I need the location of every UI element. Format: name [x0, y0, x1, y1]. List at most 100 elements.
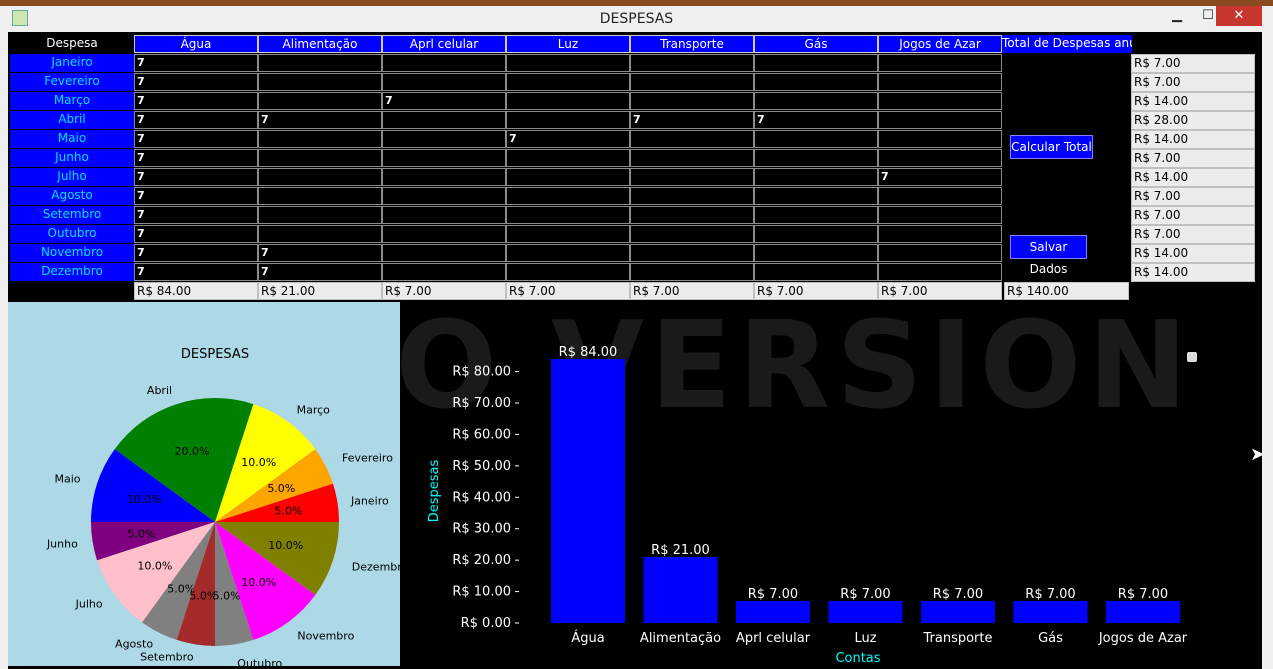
scroll-handle[interactable]: [1187, 352, 1197, 362]
value-cell[interactable]: [630, 92, 754, 110]
value-cell[interactable]: 7: [134, 149, 258, 167]
value-cell[interactable]: 7: [134, 92, 258, 110]
value-cell[interactable]: [258, 225, 382, 243]
value-cell[interactable]: [630, 187, 754, 205]
value-cell[interactable]: [630, 263, 754, 281]
value-cell[interactable]: 7: [506, 130, 630, 148]
value-cell[interactable]: [630, 130, 754, 148]
value-cell[interactable]: [258, 73, 382, 91]
value-cell[interactable]: [506, 263, 630, 281]
value-cell[interactable]: [382, 263, 506, 281]
value-cell[interactable]: [506, 149, 630, 167]
value-cell[interactable]: [382, 73, 506, 91]
column-header: Aprl celular: [382, 35, 506, 53]
value-cell[interactable]: [382, 206, 506, 224]
minimize-button[interactable]: ▁: [1172, 8, 1182, 23]
value-cell[interactable]: [754, 206, 878, 224]
value-cell[interactable]: 7: [630, 111, 754, 129]
value-cell[interactable]: 7: [134, 263, 258, 281]
value-cell[interactable]: [382, 168, 506, 186]
value-cell[interactable]: [630, 225, 754, 243]
value-cell[interactable]: [754, 168, 878, 186]
value-cell[interactable]: 7: [258, 263, 382, 281]
value-cell[interactable]: 7: [134, 225, 258, 243]
value-cell[interactable]: 7: [134, 244, 258, 262]
value-cell[interactable]: [258, 168, 382, 186]
pie-slice-label: Agosto: [115, 638, 153, 651]
value-cell[interactable]: [506, 73, 630, 91]
value-cell[interactable]: [878, 244, 1002, 262]
month-label: Agosto: [10, 187, 134, 205]
value-cell[interactable]: [382, 225, 506, 243]
value-cell[interactable]: [878, 111, 1002, 129]
value-cell[interactable]: [754, 73, 878, 91]
calcular-total-button[interactable]: Calcular Total: [1010, 135, 1093, 159]
value-cell[interactable]: [258, 92, 382, 110]
value-cell[interactable]: 7: [258, 244, 382, 262]
value-cell[interactable]: [382, 149, 506, 167]
value-cell[interactable]: [506, 244, 630, 262]
value-cell[interactable]: [506, 54, 630, 72]
value-cell[interactable]: 7: [878, 168, 1002, 186]
value-cell[interactable]: [878, 130, 1002, 148]
value-cell[interactable]: [754, 225, 878, 243]
value-cell[interactable]: [754, 149, 878, 167]
value-cell[interactable]: [878, 225, 1002, 243]
value-cell[interactable]: [754, 130, 878, 148]
value-cell[interactable]: [754, 263, 878, 281]
value-cell[interactable]: 7: [258, 111, 382, 129]
value-cell[interactable]: [382, 54, 506, 72]
row-total: R$ 28.00: [1131, 111, 1255, 130]
value-cell[interactable]: 7: [134, 54, 258, 72]
value-cell[interactable]: [506, 187, 630, 205]
value-cell[interactable]: [878, 73, 1002, 91]
value-cell[interactable]: [506, 168, 630, 186]
value-cell[interactable]: [754, 187, 878, 205]
value-cell[interactable]: [506, 111, 630, 129]
value-cell[interactable]: [506, 206, 630, 224]
value-cell[interactable]: [258, 130, 382, 148]
y-tick-label: R$ 70.00: [452, 396, 511, 411]
y-tick-label: R$ 60.00: [452, 427, 511, 442]
value-cell[interactable]: [754, 244, 878, 262]
value-cell[interactable]: [630, 73, 754, 91]
value-cell[interactable]: [878, 54, 1002, 72]
pie-slice: [176, 522, 215, 646]
value-cell[interactable]: [878, 92, 1002, 110]
value-cell[interactable]: [630, 168, 754, 186]
value-cell[interactable]: [382, 111, 506, 129]
salvar-dados-button[interactable]: Salvar Dados: [1010, 235, 1087, 276]
value-cell[interactable]: [382, 187, 506, 205]
value-cell[interactable]: 7: [754, 111, 878, 129]
value-cell[interactable]: [630, 54, 754, 72]
value-cell[interactable]: 7: [382, 92, 506, 110]
maximize-button[interactable]: ☐: [1202, 8, 1214, 23]
value-cell[interactable]: [258, 149, 382, 167]
value-cell[interactable]: [382, 244, 506, 262]
value-cell[interactable]: [754, 54, 878, 72]
value-cell[interactable]: [506, 225, 630, 243]
value-cell[interactable]: 7: [134, 73, 258, 91]
value-cell[interactable]: [630, 149, 754, 167]
value-cell[interactable]: [754, 92, 878, 110]
value-cell[interactable]: [382, 130, 506, 148]
value-cell[interactable]: [506, 92, 630, 110]
value-cell[interactable]: 7: [134, 168, 258, 186]
value-cell[interactable]: [878, 149, 1002, 167]
value-cell[interactable]: [630, 206, 754, 224]
value-cell[interactable]: [258, 206, 382, 224]
value-cell[interactable]: [878, 187, 1002, 205]
pie-slice-label: Janeiro: [350, 494, 389, 507]
value-cell[interactable]: [878, 263, 1002, 281]
value-cell[interactable]: 7: [134, 206, 258, 224]
value-cell[interactable]: [258, 54, 382, 72]
x-category-label: Transporte: [923, 631, 993, 646]
value-cell[interactable]: [630, 244, 754, 262]
value-cell[interactable]: 7: [134, 111, 258, 129]
value-cell[interactable]: [258, 187, 382, 205]
value-cell[interactable]: 7: [134, 187, 258, 205]
value-cell[interactable]: 7: [134, 130, 258, 148]
header-despesa: Despesa: [10, 35, 134, 53]
close-button[interactable]: ✕: [1216, 6, 1262, 26]
value-cell[interactable]: [878, 206, 1002, 224]
